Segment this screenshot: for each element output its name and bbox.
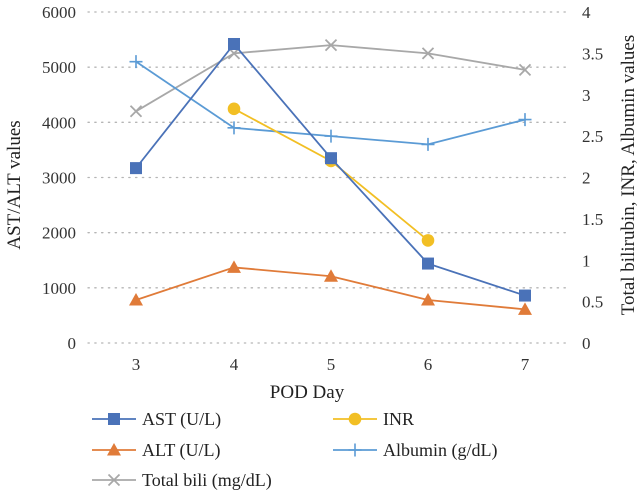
data-point xyxy=(227,260,241,273)
legend-swatch-marker xyxy=(348,412,362,426)
left-axis-ticks: 0 1000 2000 3000 4000 5000 6000 xyxy=(42,3,76,353)
x-axis-ticks: 3 4 5 6 7 xyxy=(132,355,530,374)
data-point xyxy=(324,38,338,52)
data-point xyxy=(421,137,435,151)
right-tick-label: 0.5 xyxy=(582,293,603,312)
left-tick-label: 2000 xyxy=(42,224,76,243)
right-tick-label: 4 xyxy=(582,3,591,22)
x-tick-label: 3 xyxy=(132,355,141,374)
legend-swatch-marker xyxy=(108,413,120,425)
legend-label-albumin: Albumin (g/dL) xyxy=(383,440,498,461)
left-tick-label: 5000 xyxy=(42,58,76,77)
series-albumin xyxy=(129,55,532,151)
legend-entry-ast: AST (U/L) xyxy=(92,409,221,430)
data-point xyxy=(324,269,338,282)
legend-entry-total-bili: Total bili (mg/dL) xyxy=(92,470,272,491)
right-tick-label: 1.5 xyxy=(582,210,603,229)
legend-label-inr: INR xyxy=(383,409,414,429)
series-total-bili xyxy=(129,38,532,118)
right-tick-label: 2 xyxy=(582,169,591,188)
x-tick-label: 6 xyxy=(424,355,433,374)
right-axis-ticks: 0 0.5 1 1.5 2 2.5 3 3.5 4 xyxy=(582,3,603,353)
x-axis-title: POD Day xyxy=(270,382,345,403)
legend-label-alt: ALT (U/L) xyxy=(142,440,221,461)
data-point xyxy=(422,257,434,270)
legend: AST (U/L) ALT (U/L) Total bili (mg/dL) I… xyxy=(92,409,498,491)
data-point xyxy=(518,302,532,315)
data-point xyxy=(518,63,532,77)
left-axis-title: AST/ALT values xyxy=(4,120,25,249)
legend-swatch-marker xyxy=(107,473,121,487)
data-point xyxy=(519,289,531,302)
x-tick-label: 5 xyxy=(327,355,336,374)
data-point xyxy=(421,47,435,60)
legend-entry-alt: ALT (U/L) xyxy=(92,440,221,461)
legend-label-ast: AST (U/L) xyxy=(142,409,221,430)
left-tick-label: 6000 xyxy=(42,3,76,22)
right-axis-title: Total bilirubin, INR, Albumin values xyxy=(618,35,639,315)
right-tick-label: 3 xyxy=(582,86,591,105)
legend-swatch-marker xyxy=(107,443,121,456)
left-tick-label: 4000 xyxy=(42,113,76,132)
gridlines xyxy=(87,11,568,344)
data-point xyxy=(421,292,435,306)
x-tick-label: 7 xyxy=(521,355,530,374)
legend-swatch-marker xyxy=(348,443,362,457)
series-line xyxy=(233,108,429,242)
legend-entry-albumin: Albumin (g/dL) xyxy=(333,440,498,461)
series-alt xyxy=(129,260,532,315)
data-point xyxy=(518,113,532,127)
data-point xyxy=(129,55,143,69)
series-inr xyxy=(227,102,435,247)
data-point xyxy=(325,152,337,165)
right-tick-label: 0 xyxy=(582,334,591,353)
data-point xyxy=(129,292,143,306)
data-point xyxy=(227,121,241,135)
data-point xyxy=(421,234,435,247)
legend-label-total-bili: Total bili (mg/dL) xyxy=(142,470,272,491)
series-layer xyxy=(129,37,532,315)
left-tick-label: 0 xyxy=(68,334,77,353)
series-line xyxy=(135,42,526,297)
right-tick-label: 3.5 xyxy=(582,44,603,63)
left-tick-label: 3000 xyxy=(42,169,76,188)
legend-entry-inr: INR xyxy=(333,409,414,429)
data-point xyxy=(130,162,142,175)
series-ast xyxy=(130,37,531,302)
right-tick-label: 1 xyxy=(582,251,591,270)
data-point xyxy=(228,37,240,50)
data-point xyxy=(227,102,241,116)
data-point xyxy=(324,129,338,143)
data-point xyxy=(129,105,143,118)
right-tick-label: 2.5 xyxy=(582,127,603,146)
left-tick-label: 1000 xyxy=(42,279,76,298)
x-tick-label: 4 xyxy=(230,355,239,374)
